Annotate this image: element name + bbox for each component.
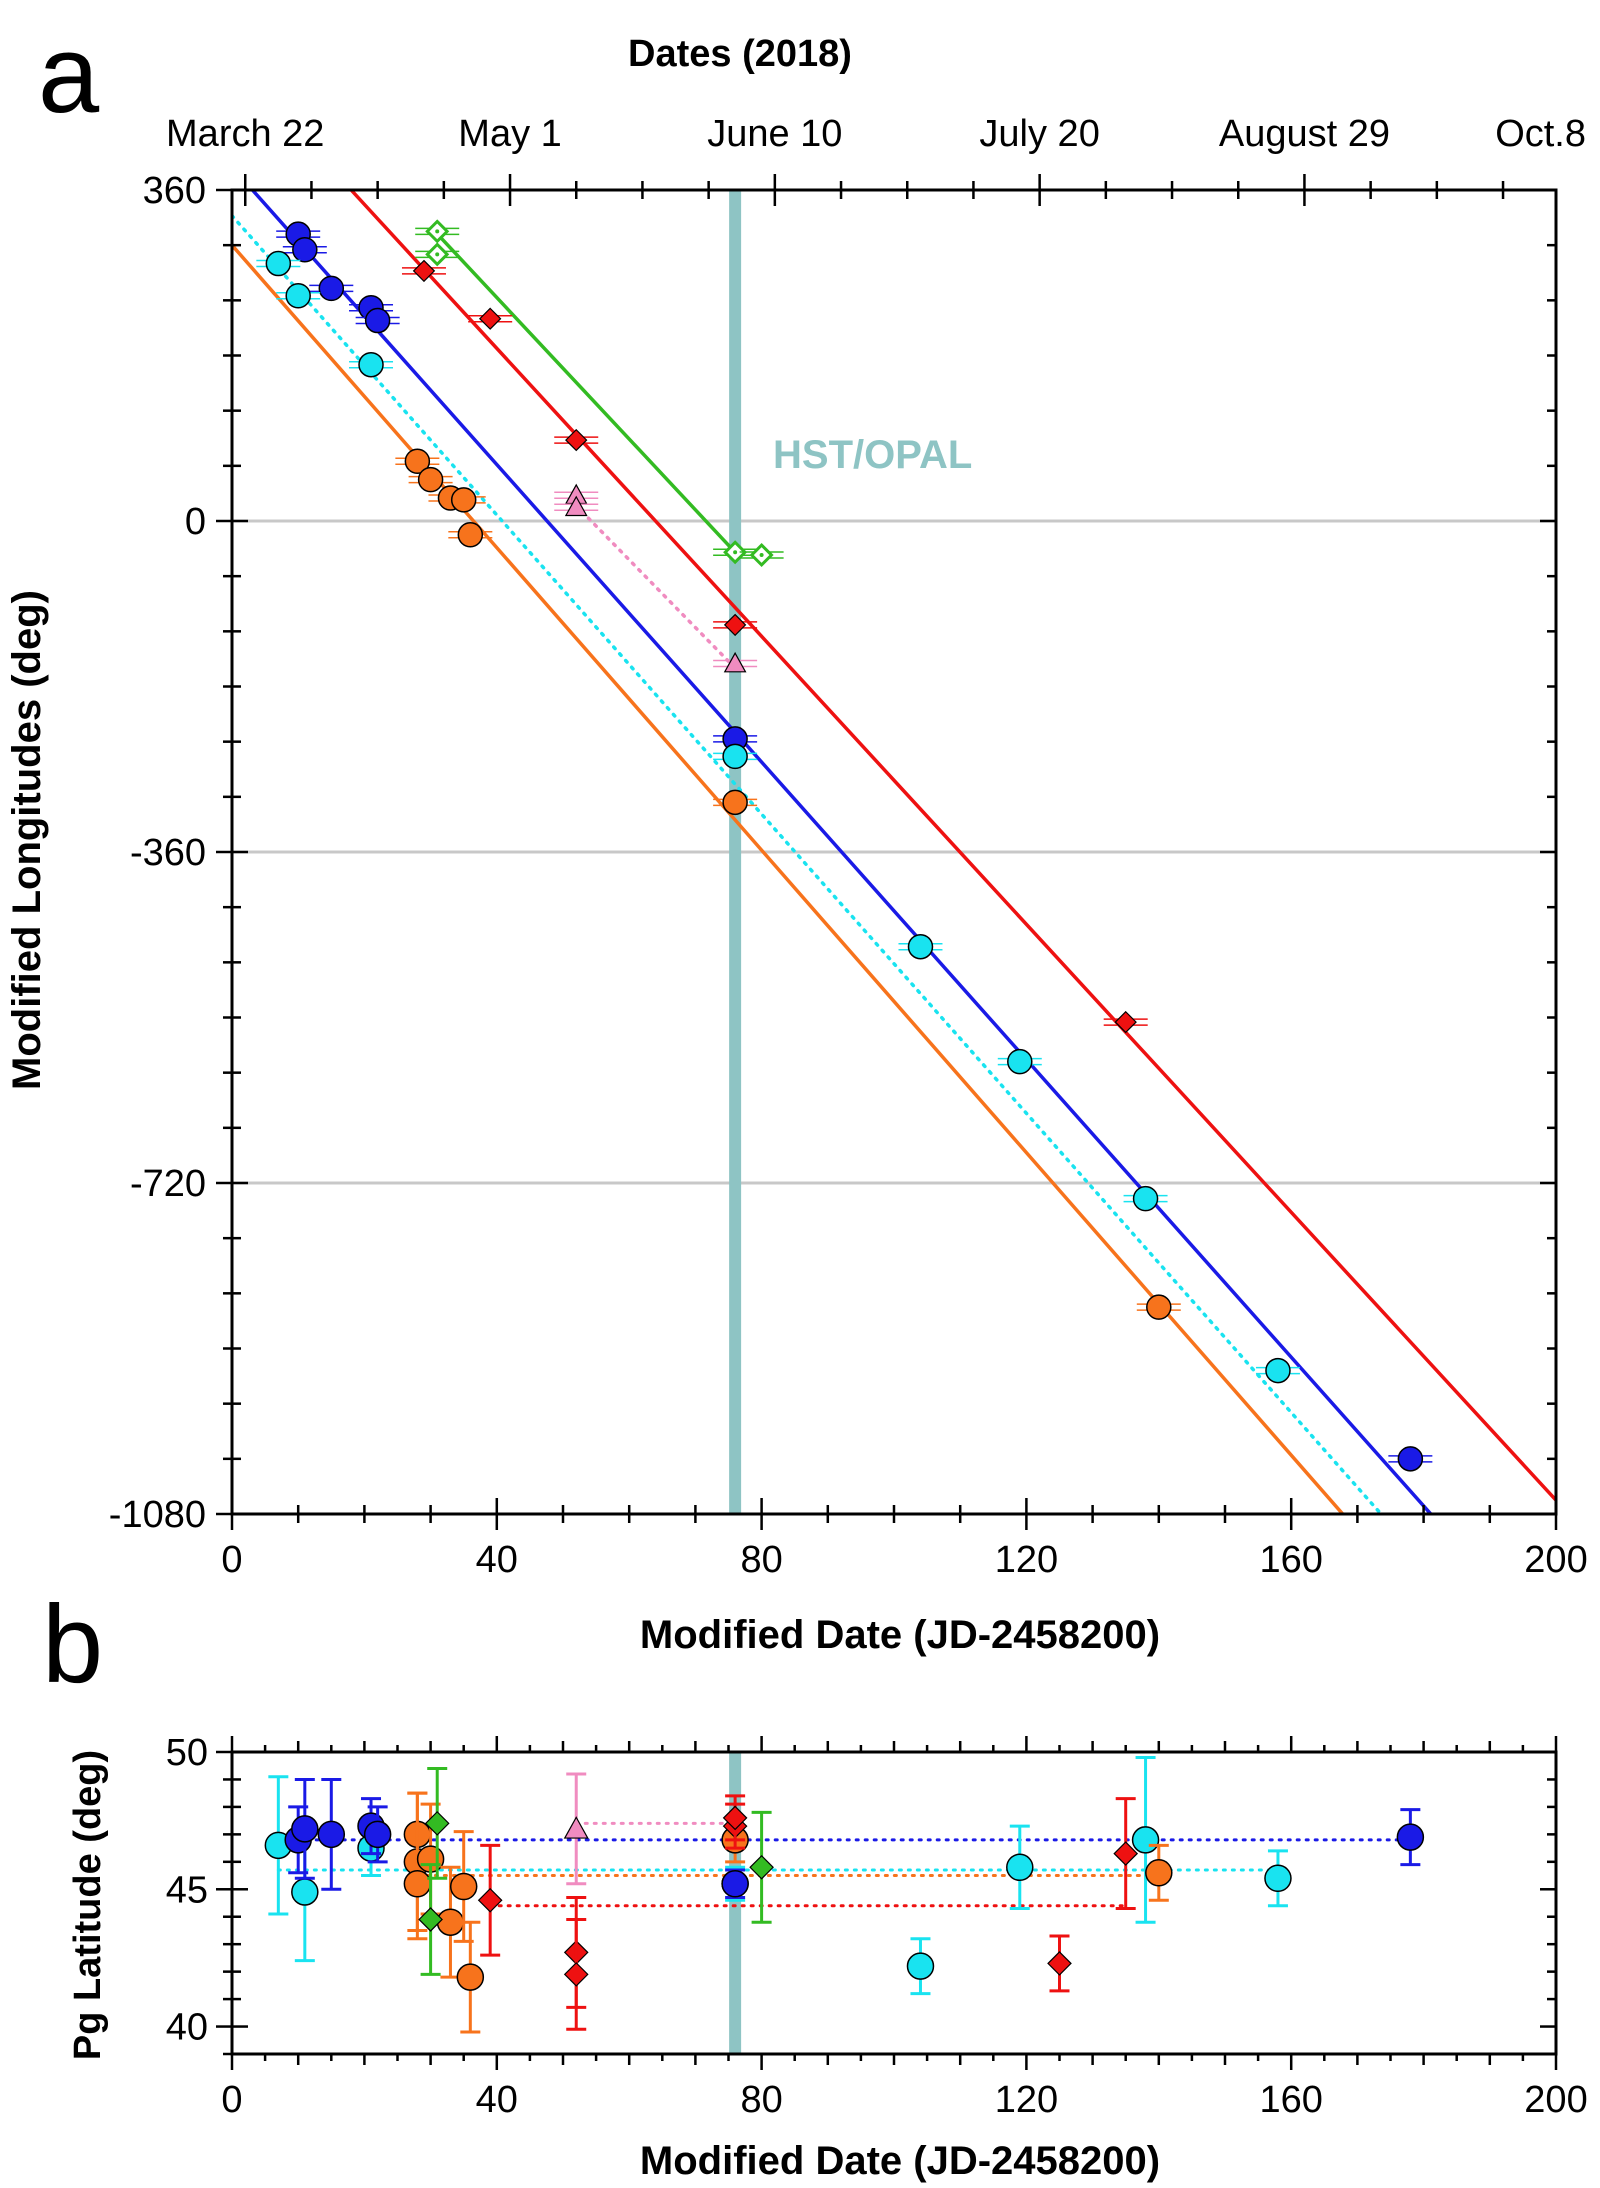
point-a-orange: [404, 448, 431, 474]
point-a-blue: [364, 307, 391, 334]
xtick-label-a: 120: [995, 1539, 1058, 1581]
point-a-cyan: [1007, 1048, 1033, 1075]
point-a-orange: [417, 466, 444, 493]
ytick-label-a: -360: [130, 832, 206, 874]
point-b-blue: [721, 1870, 749, 1898]
point-a-orange: [1146, 1294, 1172, 1320]
ytick-label-b: 50: [166, 1732, 208, 1774]
xtick-label-a: 40: [476, 1539, 518, 1581]
fit-line-green: [429, 225, 737, 554]
xtick-label-b: 80: [740, 2079, 782, 2121]
point-b-cyan: [1131, 1826, 1160, 1854]
ytick-label-a: 360: [143, 170, 206, 212]
point-a-pink: [723, 651, 747, 673]
fit-line-red: [349, 190, 1556, 1502]
date-label: July 20: [979, 113, 1099, 155]
point-b-blue: [1396, 1823, 1425, 1851]
point-b-orange: [436, 1908, 465, 1936]
point-b-red: [477, 1887, 503, 1913]
point-b-green: [424, 1811, 450, 1836]
date-label: June 10: [707, 113, 842, 155]
point-a-green-dot: [435, 229, 440, 234]
point-a-cyan: [265, 250, 292, 277]
point-a-green-dot: [759, 553, 764, 558]
panel-b-xlabel: Modified Date (JD-2458200): [640, 2139, 1160, 2183]
point-a-orange: [450, 487, 477, 513]
top-axis-title: Dates (2018): [628, 33, 852, 75]
date-label: May 1: [458, 113, 561, 155]
point-b-blue: [291, 1815, 319, 1843]
point-a-red: [478, 307, 502, 330]
point-a-pink: [564, 495, 588, 517]
point-a-red: [565, 428, 588, 452]
point-b-cyan: [291, 1878, 319, 1906]
plot-b: 0 40 80 120 160 200 40 45 50: [166, 1732, 1588, 2121]
hst-opal-label: HST/OPAL: [773, 433, 972, 477]
xtick-label-b: 160: [1259, 2079, 1322, 2121]
point-b-green: [749, 1854, 774, 1880]
xtick-label-b: 120: [995, 2079, 1058, 2121]
point-b-green: [418, 1907, 443, 1932]
point-b-orange: [456, 1963, 485, 1991]
date-label: Oct.8: [1495, 113, 1586, 155]
xtick-label-a: 80: [740, 1539, 782, 1581]
xtick-label-b: 0: [221, 2079, 242, 2121]
panel-a-label: a: [38, 13, 100, 136]
point-a-red: [723, 613, 747, 637]
point-b-cyan: [1006, 1853, 1034, 1882]
xtick-label-a: 200: [1524, 1539, 1587, 1581]
point-a-cyan: [358, 351, 384, 378]
point-b-orange: [449, 1872, 478, 1901]
xtick-label-a: 160: [1259, 1539, 1322, 1581]
point-a-red: [1114, 1010, 1137, 1034]
plot-a: 0 40 80 120 160 200 March 22 May 1 June 10 July 2…: [109, 113, 1588, 1581]
point-b-orange: [403, 1870, 432, 1898]
point-a-orange: [457, 522, 484, 548]
point-a-blue: [318, 275, 345, 302]
point-a-cyan: [1265, 1357, 1291, 1384]
panel-b-ylabel: Pg Latitude (deg): [67, 1750, 109, 2060]
point-a-green-dot: [435, 252, 440, 257]
panel-a-ylabel: Modified Longitudes (deg): [5, 590, 49, 1090]
panel-a-xlabel: Modified Date (JD-2458200): [640, 1613, 1160, 1657]
point-b-red: [563, 1962, 589, 1987]
ytick-label-a: -720: [130, 1163, 206, 1205]
xtick-label-b: 40: [476, 2079, 518, 2121]
point-b-red: [722, 1805, 748, 1831]
point-a-blue: [292, 237, 318, 263]
point-b-orange: [1145, 1859, 1173, 1887]
ytick-label-b: 40: [166, 2007, 208, 2049]
xtick-label-b: 200: [1524, 2079, 1587, 2121]
point-a-red: [412, 259, 436, 283]
point-a-orange: [722, 789, 748, 816]
xtick-label-a: 0: [221, 1539, 242, 1581]
point-a-blue: [1397, 1446, 1424, 1472]
panel-b-label: b: [42, 1583, 103, 1706]
ytick-label-b: 45: [166, 1869, 208, 1911]
date-label: August 29: [1219, 113, 1390, 155]
fit-line-pink: [567, 497, 737, 670]
point-b-red: [1113, 1841, 1139, 1866]
point-b-blue: [363, 1820, 392, 1849]
point-b-cyan: [906, 1952, 935, 1980]
point-a-green-dot: [733, 550, 738, 555]
point-b-red: [1047, 1951, 1072, 1976]
point-b-cyan: [1264, 1864, 1292, 1893]
date-label: March 22: [166, 113, 324, 155]
point-a-cyan: [285, 282, 311, 309]
ytick-label-a: 0: [185, 501, 206, 543]
fit-line-cyan: [232, 213, 1384, 1514]
point-b-blue: [317, 1820, 346, 1849]
fit-line-blue: [250, 190, 1434, 1514]
point-b-pink: [563, 1816, 589, 1839]
point-a-cyan: [1132, 1185, 1159, 1212]
point-a-cyan: [722, 743, 748, 770]
ytick-label-a: -1080: [109, 1494, 206, 1536]
point-a-cyan: [907, 933, 934, 960]
